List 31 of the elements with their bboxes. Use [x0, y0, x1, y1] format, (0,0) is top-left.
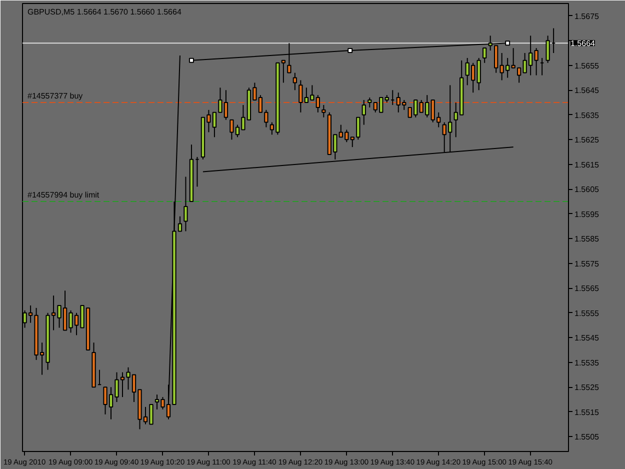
candlestick	[362, 100, 366, 126]
y-tick-label: 1.5565	[574, 284, 600, 294]
y-tick-label: 1.5655	[574, 61, 600, 70]
y-tick-label: 1.5525	[574, 383, 600, 392]
y-tick-label: 1.5625	[574, 136, 600, 145]
ref-line-label: #14557994 buy limit	[28, 190, 100, 200]
candlestick	[482, 48, 487, 64]
ref-line-label: 1.5664	[570, 39, 596, 48]
candlestick	[264, 109, 268, 128]
text: GBPUSD,M5 1.5664 1.5670 1.5660 1.5664	[28, 8, 182, 16]
candlestick	[476, 57, 481, 91]
y-tick-label: 1.5595	[574, 210, 600, 219]
y-tick-label: 1.5555	[574, 308, 600, 318]
y-tick-label: 1.5585	[574, 234, 600, 244]
candlestick	[292, 72, 298, 91]
y-tick-label: 1.5535	[574, 358, 600, 368]
candlestick	[368, 97, 372, 108]
y-tick-label: 1.5575	[574, 259, 600, 268]
ref-line-label: #14557377 buy	[28, 92, 83, 101]
candlestick	[316, 94, 320, 113]
y-tick-label: 1.5605	[574, 185, 600, 194]
candlestick	[546, 35, 550, 64]
y-tick-label: 1.5515	[574, 408, 600, 417]
y-tick-label: 1.5615	[574, 160, 600, 170]
y-tick-label: 1.5645	[574, 86, 600, 96]
y-tick-label: 1.5505	[574, 432, 600, 442]
y-tick-label: 1.5675	[574, 12, 600, 21]
candlestick	[184, 176, 188, 232]
y-tick-label: 1.5545	[574, 334, 600, 343]
candlestick	[322, 104, 326, 118]
y-tick-label: 1.5635	[574, 110, 600, 120]
